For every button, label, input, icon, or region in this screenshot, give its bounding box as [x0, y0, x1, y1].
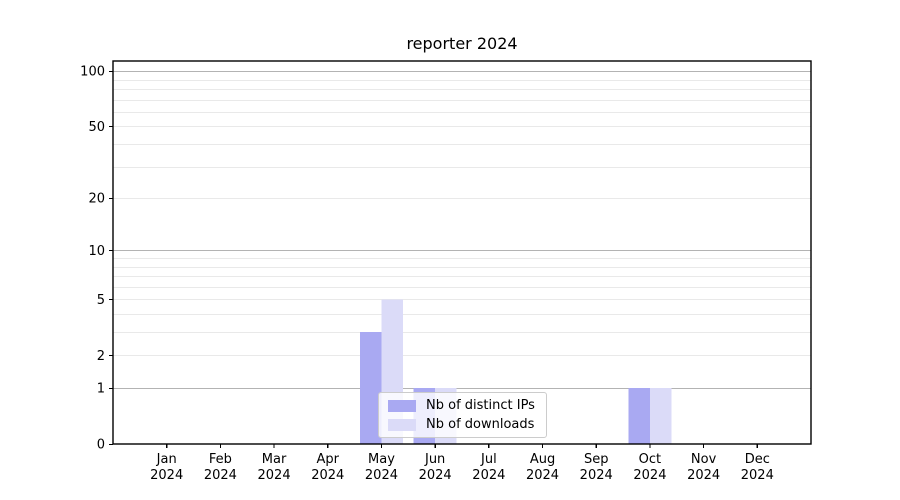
legend-item-downloads: Nb of downloads — [387, 416, 538, 433]
bar-distinct-ips — [628, 388, 650, 444]
y-tick-label: 50 — [88, 120, 105, 135]
x-tick-label-month: May — [368, 452, 395, 467]
y-tick-label: 5 — [97, 293, 105, 308]
legend-swatch-downloads — [388, 418, 416, 431]
x-tick-label-year: 2024 — [419, 468, 452, 483]
x-tick-label-month: Jun — [424, 452, 445, 467]
legend-label-distinct-ips: Nb of distinct IPs — [426, 398, 535, 413]
chart-title: reporter 2024 — [406, 34, 518, 53]
y-tick-label: 20 — [88, 192, 105, 207]
x-tick-label-year: 2024 — [311, 468, 344, 483]
legend-label-downloads: Nb of downloads — [426, 417, 535, 432]
x-tick-label-month: Dec — [745, 452, 770, 467]
x-tick-label-month: Oct — [639, 452, 661, 467]
x-tick-label-month: Sep — [584, 452, 609, 467]
x-tick-label-month: Mar — [262, 452, 287, 467]
x-tick-label-year: 2024 — [580, 468, 613, 483]
x-tick-label-month: Aug — [530, 452, 555, 467]
x-tick-label-year: 2024 — [365, 468, 398, 483]
y-tick-label: 10 — [88, 244, 105, 259]
x-tick-label-year: 2024 — [633, 468, 666, 483]
x-tick-label-month: Feb — [209, 452, 232, 467]
x-tick-label-year: 2024 — [687, 468, 720, 483]
legend-swatch-distinct-ips — [388, 399, 416, 412]
bar-downloads — [649, 388, 672, 444]
x-tick-label-year: 2024 — [526, 468, 559, 483]
x-tick-label-month: Jan — [156, 452, 177, 467]
x-tick-label-month: Jul — [480, 452, 497, 467]
bar-distinct-ips — [359, 332, 382, 444]
x-tick-label-month: Nov — [691, 452, 717, 467]
x-tick-label-year: 2024 — [204, 468, 237, 483]
legend-item-distinct-ips: Nb of distinct IPs — [387, 397, 538, 414]
y-tick-label: 1 — [97, 382, 105, 397]
x-tick-label-year: 2024 — [741, 468, 774, 483]
x-tick-label-year: 2024 — [150, 468, 183, 483]
y-tick-label: 2 — [97, 349, 105, 364]
x-tick-label-month: Apr — [317, 452, 340, 467]
x-tick-label-year: 2024 — [258, 468, 291, 483]
legend: Nb of distinct IPs Nb of downloads — [378, 392, 547, 438]
plot-border — [112, 60, 812, 445]
y-tick-label: 100 — [80, 65, 105, 80]
y-tick-label: 0 — [97, 438, 105, 453]
x-tick-label-year: 2024 — [472, 468, 505, 483]
